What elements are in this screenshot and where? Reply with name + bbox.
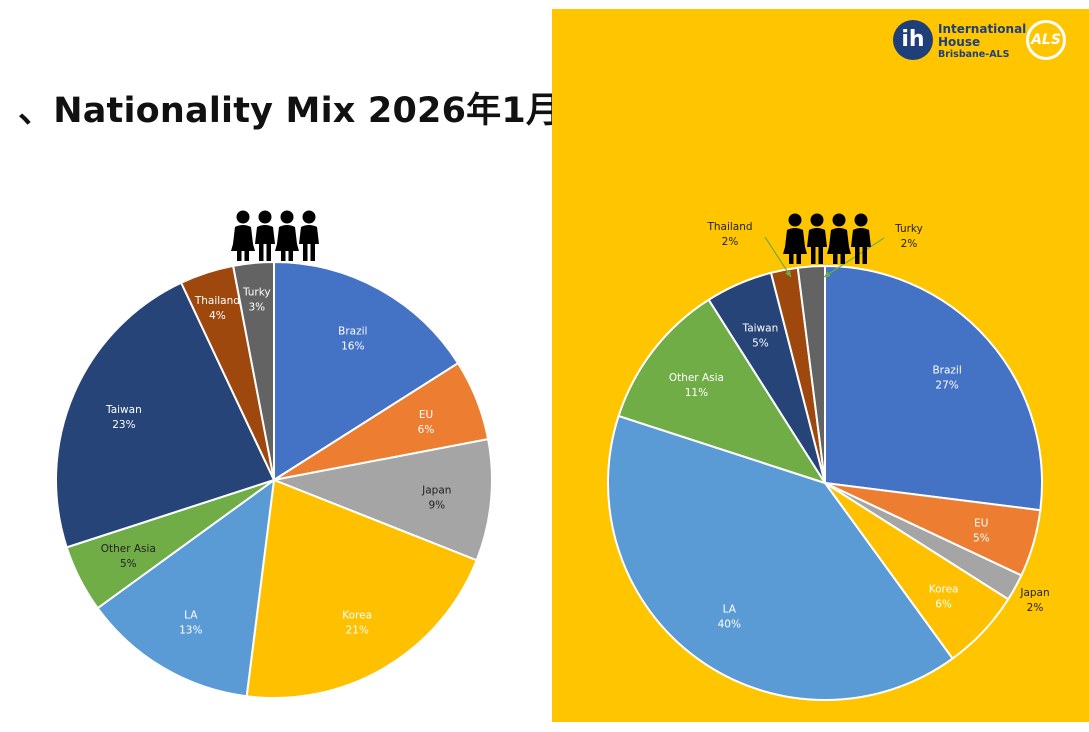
pie-slice-korea	[245, 478, 478, 699]
slice-label-thailand: Thailand	[194, 295, 240, 307]
slice-label-la: LA	[723, 604, 737, 616]
pie-chart-1: Brazil 16% EU 6% Japan 9% Korea 21% LA 13% Other A…	[55, 210, 493, 699]
pie-slice-turky	[796, 264, 826, 484]
slice-label-turky: Turky	[242, 287, 271, 299]
page-title: 、Nationality Mix 2026年1月	[18, 91, 562, 131]
pie-chart-2: Brazil 27% EU 5% Japan 2% Korea 6% LA 40% Other As…	[607, 213, 1050, 701]
slice-label-other-asia: Other Asia	[101, 543, 156, 555]
slice-value-other-asia: 5%	[120, 558, 137, 570]
pie-slice-brazil	[824, 264, 1043, 512]
slice-label-korea: Korea	[929, 583, 959, 595]
pie-slice-taiwan	[55, 281, 276, 549]
slice-label-taiwan: Taiwan	[742, 323, 779, 335]
slice-label-taiwan: Taiwan	[105, 404, 142, 416]
slice-value-other-asia: 11%	[685, 387, 708, 399]
slice-label-brazil: Brazil	[338, 326, 367, 338]
slice-value-japan: 9%	[428, 499, 445, 511]
slice-label-japan: Japan	[1019, 587, 1049, 599]
slice-value-la: 40%	[718, 619, 741, 631]
leader-line-thailand	[764, 236, 792, 278]
slice-label-eu: EU	[419, 409, 433, 421]
slice-label-thailand: Thailand	[706, 221, 752, 233]
pie-slice-la	[96, 477, 276, 698]
slice-value-la: 13%	[179, 625, 202, 637]
slice-value-turky: 3%	[248, 302, 265, 314]
slice-value-brazil: 16%	[341, 341, 364, 353]
slice-label-korea: Korea	[342, 610, 372, 622]
leader-line-turky	[823, 237, 885, 278]
slice-value-eu: 5%	[973, 532, 990, 544]
slice-label-eu: EU	[974, 517, 988, 529]
people-group-icon	[231, 210, 319, 261]
slice-label-brazil: Brazil	[932, 364, 961, 376]
logo-name: International House	[938, 23, 1026, 49]
slice-value-turky: 2%	[901, 238, 918, 250]
international-house-logo: ih International House Brisbane-ALS ALS	[893, 20, 1073, 66]
leader-arrow-thailand	[785, 270, 791, 277]
pie-slice-other-asia	[617, 298, 828, 485]
ih-logo-mark: ih	[893, 20, 933, 60]
slice-value-taiwan: 5%	[752, 338, 769, 350]
als-logo-mark: ALS	[1026, 20, 1066, 60]
slice-value-japan: 2%	[1027, 602, 1044, 614]
pie-slice-la	[607, 414, 954, 701]
logo-name-line2: House	[938, 35, 981, 49]
pie-slice-turky	[231, 260, 275, 481]
people-group-icon	[783, 213, 871, 264]
slice-label-turky: Turky	[894, 223, 923, 235]
logo-subtitle: Brisbane-ALS	[938, 49, 1010, 60]
slice-value-thailand: 2%	[722, 236, 739, 248]
pie-slice-brazil	[273, 260, 460, 482]
pie-slice-japan	[270, 437, 493, 562]
slice-label-other-asia: Other Asia	[669, 372, 724, 384]
slice-value-thailand: 4%	[209, 310, 226, 322]
slice-label-japan: Japan	[421, 484, 451, 496]
slice-label-la: LA	[184, 610, 198, 622]
slice-value-brazil: 27%	[935, 379, 958, 391]
slice-value-korea: 6%	[935, 598, 952, 610]
slice-value-taiwan: 23%	[112, 419, 135, 431]
leader-arrow-turky	[824, 271, 831, 277]
logo-name-line1: International	[938, 22, 1027, 36]
slice-value-eu: 6%	[418, 424, 435, 436]
slice-value-korea: 21%	[346, 625, 369, 637]
